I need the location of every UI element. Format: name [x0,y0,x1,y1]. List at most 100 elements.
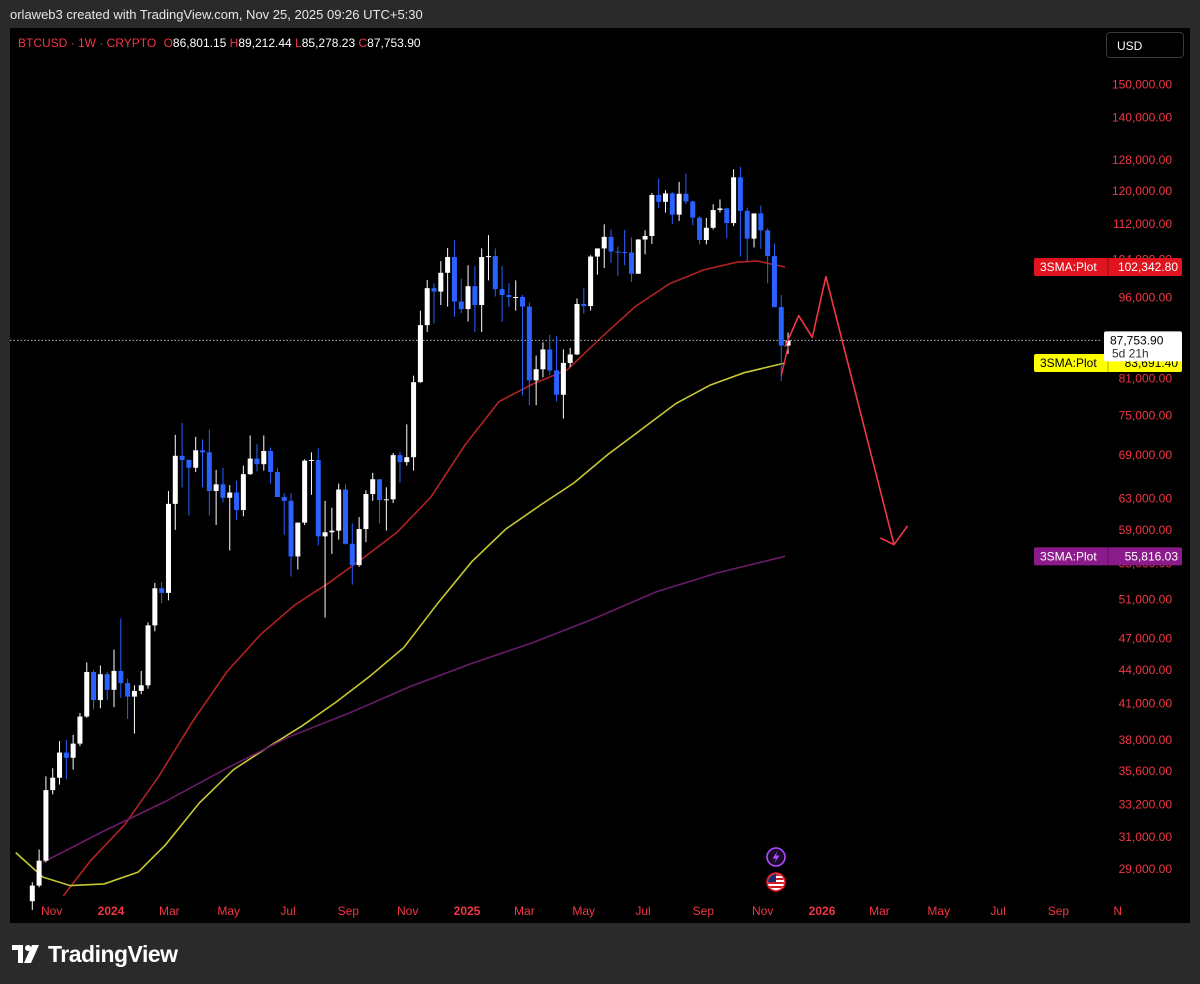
candle[interactable] [342,484,348,545]
candle[interactable] [744,207,750,262]
candle[interactable] [676,181,682,221]
candle[interactable] [268,447,274,484]
candle[interactable] [404,424,410,466]
candle[interactable] [288,493,294,577]
candle[interactable] [710,204,716,230]
candle[interactable] [193,436,199,473]
candle[interactable] [431,283,437,324]
candle[interactable] [540,342,546,378]
candle[interactable] [567,347,573,367]
candle[interactable] [526,302,532,406]
candle[interactable] [349,523,355,585]
candle[interactable] [138,670,144,695]
candle[interactable] [465,265,471,322]
candle[interactable] [615,246,621,277]
candle[interactable] [778,295,784,381]
candle[interactable] [642,230,648,255]
candle[interactable] [70,734,76,770]
chart-frame[interactable]: 150,000.00 140,000.00 128,000.00 120,000.00… [10,28,1190,923]
candle[interactable] [765,228,771,284]
candle[interactable] [370,472,376,501]
us-flag-icon[interactable] [766,872,786,892]
candle[interactable] [438,261,444,306]
candle[interactable] [383,487,389,531]
candle[interactable] [703,217,709,245]
candle[interactable] [356,517,362,567]
candle[interactable] [697,216,703,245]
candle[interactable] [220,467,226,503]
candle[interactable] [649,192,655,244]
candle[interactable] [329,507,335,554]
candle[interactable] [213,469,219,526]
candle[interactable] [554,336,560,402]
candle[interactable] [785,332,791,355]
candle[interactable] [234,480,240,521]
candle[interactable] [77,712,83,747]
currency-button[interactable]: USD [1106,32,1184,58]
candle[interactable] [186,459,192,516]
candle[interactable] [451,239,457,317]
candle[interactable] [227,485,233,551]
candle[interactable] [200,439,206,488]
candle[interactable] [125,678,131,719]
candle[interactable] [588,255,594,311]
candle[interactable] [547,334,553,376]
candle[interactable] [737,166,743,257]
candle[interactable] [315,448,321,546]
candle[interactable] [152,582,158,632]
candle[interactable] [608,229,614,263]
candle[interactable] [302,459,308,526]
candle[interactable] [581,288,587,314]
candle[interactable] [50,768,56,795]
candle[interactable] [656,178,662,209]
candle[interactable] [390,453,396,504]
candle[interactable] [274,467,280,498]
candle[interactable] [179,423,185,488]
candle[interactable] [601,224,607,269]
candle[interactable] [254,444,260,472]
candle[interactable] [594,248,600,275]
candle[interactable] [663,190,669,213]
candle[interactable] [91,669,97,710]
candle[interactable] [533,355,539,406]
tradingview-logo[interactable]: TradingView [12,940,178,968]
candle[interactable] [97,665,103,709]
candle[interactable] [724,207,730,239]
candle[interactable] [499,266,505,322]
candle[interactable] [771,243,777,308]
candle[interactable] [411,375,417,471]
candle[interactable] [295,522,301,570]
candle[interactable] [172,434,178,530]
candle[interactable] [669,192,675,224]
chart-canvas[interactable]: 150,000.00 140,000.00 128,000.00 120,000.00… [10,28,1190,923]
candle[interactable] [43,776,49,863]
candle[interactable] [622,229,628,266]
candle[interactable] [513,280,519,311]
candle[interactable] [472,266,478,333]
candle[interactable] [206,429,212,516]
candle[interactable] [417,310,423,383]
candle[interactable] [165,491,171,601]
candle[interactable] [635,239,641,274]
candle[interactable] [690,200,696,226]
candle[interactable] [445,247,451,307]
candle[interactable] [520,295,526,396]
candle[interactable] [574,298,580,356]
candle[interactable] [36,849,42,888]
candle[interactable] [104,672,110,701]
candle[interactable] [377,479,383,524]
candle[interactable] [363,490,369,543]
candle[interactable] [247,435,253,475]
candle[interactable] [492,248,498,297]
candle[interactable] [63,739,69,780]
candle[interactable] [506,283,512,308]
candle[interactable] [240,465,246,517]
projection-arrowhead[interactable] [880,525,909,546]
projection-path[interactable] [784,275,895,545]
candle[interactable] [485,235,491,281]
candle[interactable] [159,581,165,604]
candle[interactable] [84,662,90,718]
candle[interactable] [145,622,151,689]
candle[interactable] [308,452,314,495]
candle[interactable] [424,279,430,333]
